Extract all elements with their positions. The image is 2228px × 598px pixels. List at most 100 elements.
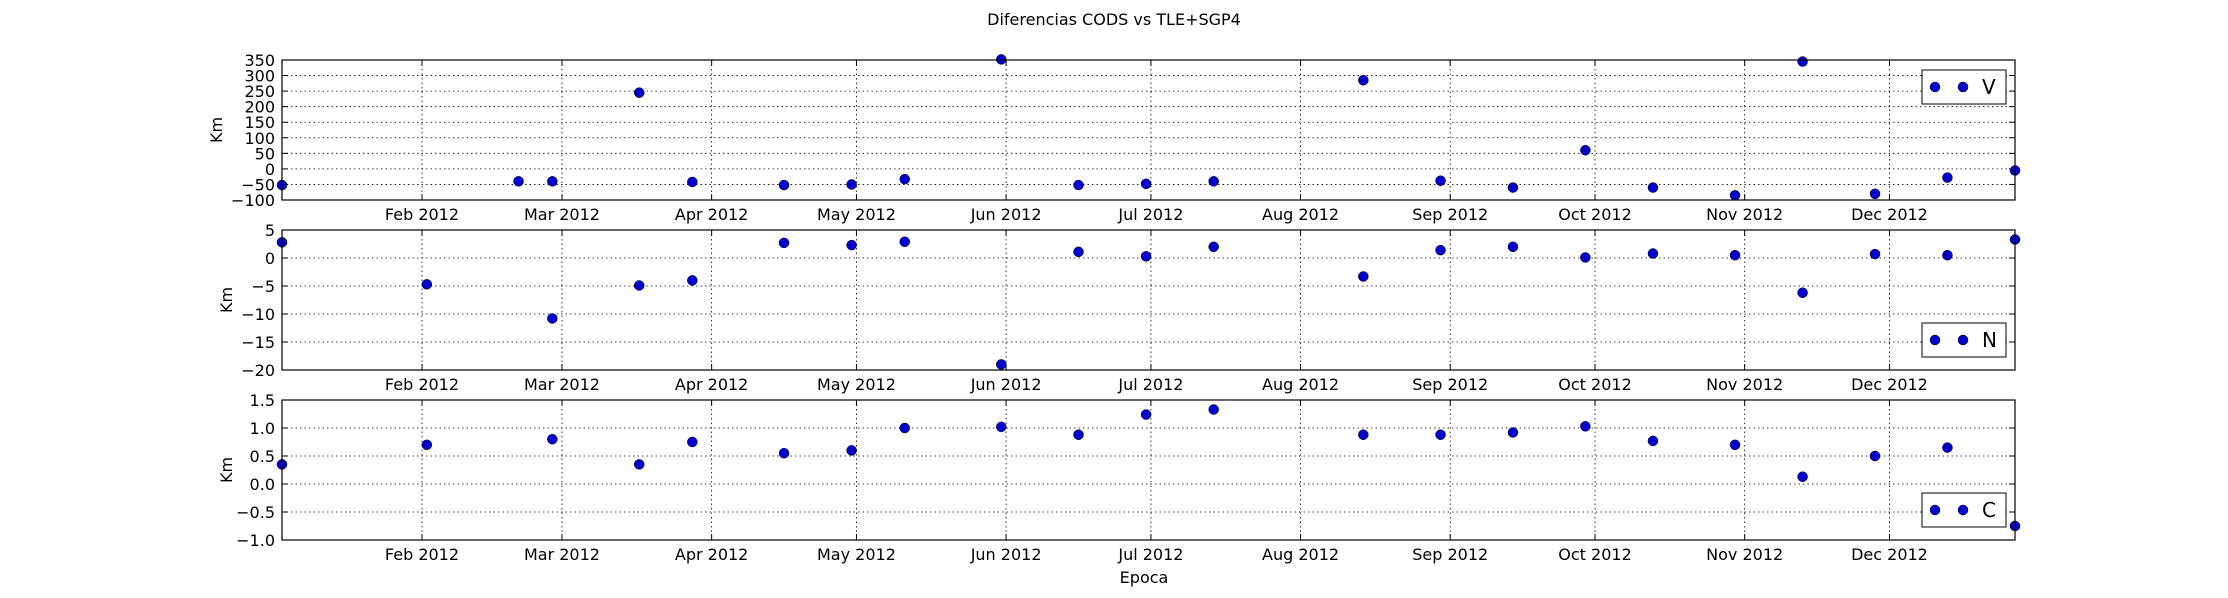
x-tick-label: Jun 2012 (970, 205, 1042, 224)
panel-V: Feb 2012 Mar 2012 Apr 2012 May 2012 Jun 2012… (207, 51, 2021, 224)
legend: V (1921, 69, 2007, 105)
data-point (1647, 435, 1659, 447)
data-point (1729, 439, 1741, 451)
data-point (1140, 409, 1152, 420)
x-tick-label: Jul 2012 (1117, 205, 1183, 224)
data-point (1729, 249, 1741, 261)
x-axis-label: Epoca (1120, 568, 1169, 587)
data-point (1208, 176, 1219, 187)
legend-marker (1929, 504, 1941, 516)
legend-label: N (1982, 328, 1997, 352)
data-point (1580, 421, 1591, 432)
data-point (899, 236, 910, 248)
panel-C: Feb 2012 Mar 2012 Apr 2012 May 2012 Jun 2012… (217, 391, 2021, 564)
y-tick-label: −10 (241, 305, 275, 324)
data-point (1073, 429, 1084, 440)
x-tick-label: Sep 2012 (1412, 545, 1488, 564)
data-point (846, 445, 857, 456)
data-point (778, 179, 790, 191)
x-tick-label: Jul 2012 (1117, 545, 1183, 564)
data-point (996, 54, 1007, 65)
data-point (1435, 429, 1446, 440)
legend-marker (1957, 504, 1969, 516)
data-point (513, 176, 524, 187)
series-V (276, 54, 2021, 201)
x-tick-label: Jun 2012 (970, 545, 1042, 564)
data-point (1507, 182, 1519, 193)
legend-marker (1957, 334, 1969, 346)
x-tick-label: Jun 2012 (970, 375, 1042, 394)
data-point (421, 439, 433, 451)
panels: Feb 2012 Mar 2012 Apr 2012 May 2012 Jun 2012… (207, 51, 2021, 564)
x-tick-label: Apr 2012 (675, 375, 748, 394)
data-point (996, 421, 1007, 433)
data-point (1358, 74, 1369, 86)
data-point (1208, 241, 1219, 253)
data-point (1869, 450, 1881, 462)
data-point (1942, 442, 1953, 453)
data-point (1580, 252, 1591, 263)
legend-label: V (1982, 75, 1996, 99)
y-tick-label: 0.5 (250, 447, 275, 466)
y-axis-label: Km (207, 117, 226, 143)
data-point (1507, 241, 1519, 253)
x-tick-label: Nov 2012 (1706, 205, 1783, 224)
y-tick-label: −15 (241, 333, 275, 352)
x-tick-label: Nov 2012 (1706, 545, 1783, 564)
y-tick-label: 0 (265, 249, 275, 268)
x-tick-label: Aug 2012 (1262, 205, 1339, 224)
data-point (846, 179, 857, 190)
y-tick-label: −100 (231, 191, 275, 210)
data-point (1729, 190, 1741, 201)
x-tick-label: Sep 2012 (1412, 375, 1488, 394)
y-tick-label: −5 (251, 277, 275, 296)
y-axis-label: Km (217, 457, 236, 483)
data-point (1869, 248, 1881, 260)
x-tick-label: Dec 2012 (1851, 375, 1928, 394)
legend-marker (1957, 81, 1969, 93)
y-tick-label: 0 (265, 160, 275, 179)
y-tick-label: 1.5 (250, 391, 275, 410)
x-tick-label: Mar 2012 (524, 545, 600, 564)
x-tick-label: Aug 2012 (1262, 375, 1339, 394)
panel-N: Feb 2012 Mar 2012 Apr 2012 May 2012 Jun 2012… (217, 221, 2021, 394)
y-tick-label: −50 (241, 175, 275, 194)
y-tick-label: 300 (244, 67, 275, 86)
data-point (1647, 248, 1659, 259)
x-tick-label: Apr 2012 (675, 545, 748, 564)
data-point (1797, 287, 1808, 298)
data-point (547, 313, 558, 324)
figure-title: Diferencias CODS vs TLE+SGP4 (987, 10, 1241, 29)
x-tick-label: May 2012 (817, 545, 896, 564)
data-point (1358, 429, 1369, 440)
data-point (633, 87, 645, 98)
x-tick-label: Feb 2012 (385, 205, 459, 224)
y-tick-label: −1.0 (236, 531, 275, 550)
plot-frame (281, 399, 2016, 541)
data-point (1942, 172, 1953, 183)
x-tick-label: Mar 2012 (524, 205, 600, 224)
data-point (996, 359, 1007, 370)
legend-label: C (1982, 498, 1996, 522)
data-point (1942, 249, 1953, 261)
x-tick-label: Oct 2012 (1558, 545, 1631, 564)
y-tick-label: −0.5 (236, 503, 275, 522)
x-tick-label: Dec 2012 (1851, 545, 1928, 564)
x-tick-label: Oct 2012 (1558, 375, 1631, 394)
y-tick-label: 50 (255, 144, 275, 163)
data-point (1435, 244, 1446, 256)
y-tick-label: −20 (241, 361, 275, 380)
x-tick-label: May 2012 (817, 205, 896, 224)
x-tick-label: Dec 2012 (1851, 205, 1928, 224)
x-tick-label: Jul 2012 (1117, 375, 1183, 394)
x-tick-label: Aug 2012 (1262, 545, 1339, 564)
data-point (1358, 271, 1369, 282)
x-tick-label: Oct 2012 (1558, 205, 1631, 224)
y-tick-label: 150 (244, 113, 275, 132)
plot-frame (281, 59, 2016, 201)
legend-marker (1929, 334, 1941, 346)
data-point (778, 237, 790, 249)
y-tick-label: 350 (244, 51, 275, 70)
